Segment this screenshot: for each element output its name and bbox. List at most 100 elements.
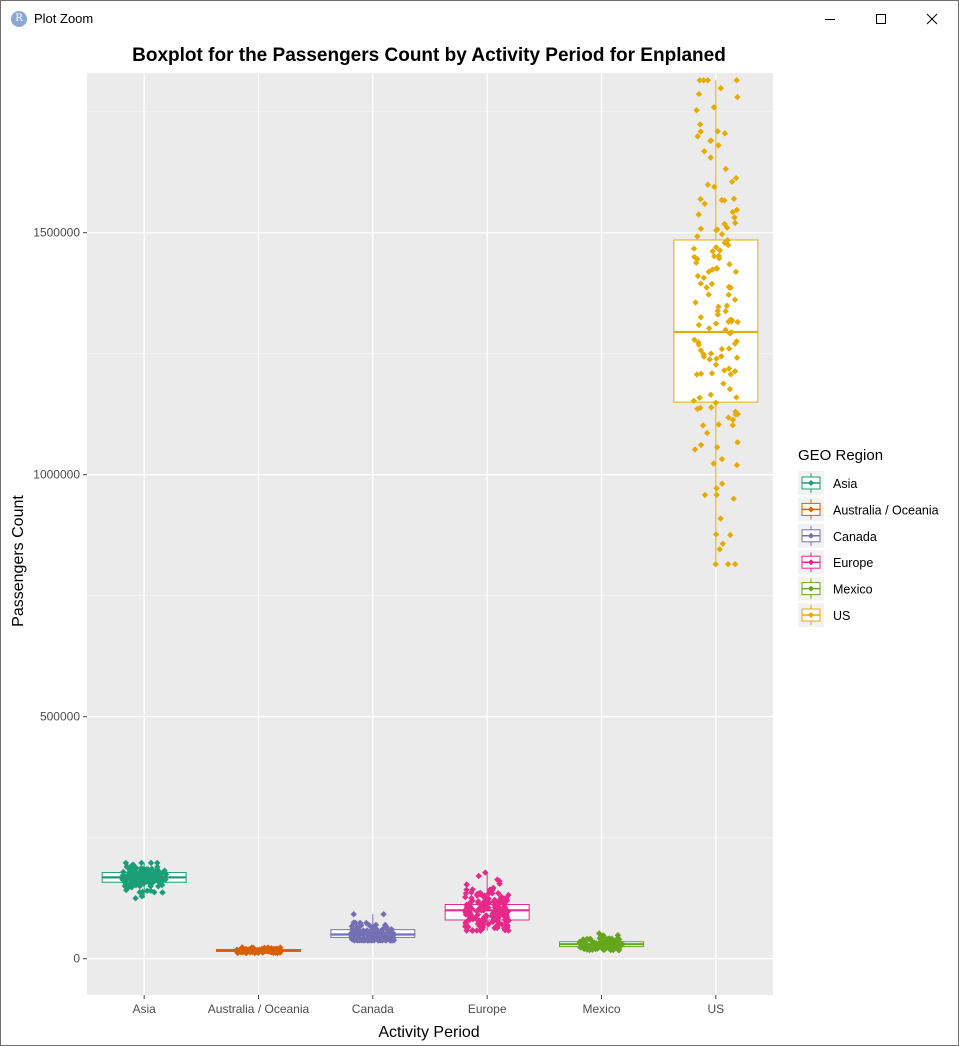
data-point xyxy=(243,949,250,957)
data-point xyxy=(693,107,700,114)
data-point xyxy=(581,945,588,953)
data-point xyxy=(468,894,475,902)
data-point xyxy=(144,887,151,894)
data-point xyxy=(477,920,484,927)
data-point xyxy=(495,890,502,897)
data-point xyxy=(245,948,252,955)
data-point xyxy=(732,408,739,415)
legend-label: US xyxy=(833,609,850,623)
data-point xyxy=(715,142,722,149)
minimize-button[interactable] xyxy=(807,1,853,37)
box-mexico xyxy=(559,930,644,954)
data-point xyxy=(462,919,469,926)
box-us xyxy=(673,77,759,568)
data-point xyxy=(134,873,141,880)
data-point xyxy=(477,889,484,897)
data-point xyxy=(725,241,732,249)
data-point xyxy=(587,935,594,942)
data-point xyxy=(493,902,501,909)
data-point xyxy=(348,934,355,941)
data-point xyxy=(462,893,469,901)
legend-key-point xyxy=(808,506,814,513)
data-point xyxy=(131,868,138,875)
data-point xyxy=(696,77,703,84)
x-tick-label: Asia xyxy=(132,1002,156,1016)
data-point xyxy=(125,869,133,876)
data-point xyxy=(725,345,733,352)
data-point xyxy=(150,873,158,881)
data-point xyxy=(703,284,710,291)
data-point xyxy=(692,299,699,306)
data-point xyxy=(721,130,729,137)
title-bar[interactable]: R Plot Zoom xyxy=(1,1,958,37)
data-point xyxy=(707,137,715,144)
data-point xyxy=(731,368,739,375)
data-point xyxy=(704,77,712,84)
legend-entry: Mexico xyxy=(798,576,873,601)
data-point xyxy=(277,944,284,951)
data-point xyxy=(161,867,168,874)
data-point xyxy=(614,940,621,947)
data-point xyxy=(466,912,473,919)
data-point xyxy=(258,946,265,954)
data-point xyxy=(157,874,164,881)
data-point xyxy=(159,889,166,896)
data-point xyxy=(497,894,505,901)
data-point xyxy=(711,183,718,190)
data-point xyxy=(608,943,615,950)
data-point xyxy=(727,284,734,291)
data-point xyxy=(473,927,480,934)
maximize-button[interactable] xyxy=(858,1,904,37)
data-point xyxy=(730,195,738,202)
data-point xyxy=(710,104,718,111)
data-point xyxy=(708,370,716,377)
data-point xyxy=(496,909,504,916)
data-point xyxy=(353,924,361,931)
data-point xyxy=(733,461,741,469)
data-point xyxy=(615,943,622,950)
data-point xyxy=(475,872,482,880)
legend-label: Canada xyxy=(833,530,877,544)
data-point xyxy=(701,148,708,155)
data-point xyxy=(697,441,705,449)
data-point xyxy=(710,460,717,467)
data-point xyxy=(469,915,476,923)
data-point xyxy=(490,914,497,921)
data-point xyxy=(717,515,724,522)
legend-key-point xyxy=(808,532,814,539)
data-point xyxy=(483,902,490,909)
data-point xyxy=(383,923,390,931)
data-point xyxy=(733,206,741,214)
data-point xyxy=(478,917,485,925)
data-point xyxy=(469,927,476,934)
data-point xyxy=(694,233,701,240)
data-point xyxy=(371,923,378,930)
data-point xyxy=(721,220,728,228)
box-canada xyxy=(330,911,416,944)
data-point xyxy=(722,165,729,173)
data-point xyxy=(699,422,707,429)
boxplot-chart: Boxplot for the Passengers Count by Acti… xyxy=(10,45,939,1041)
data-point xyxy=(378,937,386,944)
data-point xyxy=(140,869,147,877)
data-point xyxy=(148,879,156,886)
data-point xyxy=(504,908,512,915)
data-point xyxy=(468,889,475,896)
data-point xyxy=(371,937,378,944)
data-point xyxy=(122,882,129,889)
data-point xyxy=(493,923,500,930)
data-point xyxy=(494,917,501,925)
data-point xyxy=(241,948,248,955)
data-point xyxy=(694,133,701,140)
data-point xyxy=(261,944,268,951)
data-point xyxy=(474,899,482,906)
data-point xyxy=(465,916,472,923)
legend-entry: US xyxy=(798,603,850,627)
data-point xyxy=(253,946,261,954)
data-point xyxy=(501,903,508,910)
data-point xyxy=(463,881,470,888)
data-point xyxy=(473,908,481,915)
close-button[interactable] xyxy=(909,1,955,37)
data-point xyxy=(348,923,356,930)
data-point xyxy=(598,939,606,946)
